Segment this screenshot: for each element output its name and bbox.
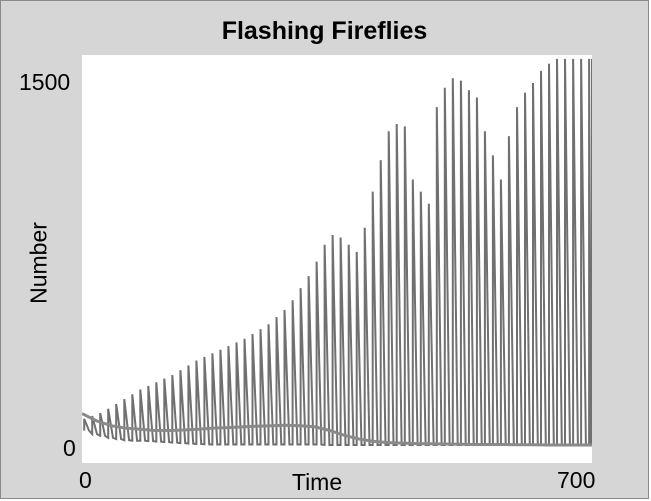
plot-area [82,55,592,463]
y-tick-label-min: 0 [63,435,76,461]
chart-canvas [82,58,592,447]
series-flashing-line [83,58,592,447]
series-lower-line [82,412,592,447]
y-axis-label: Number [25,222,52,304]
x-axis-label: Time [291,469,343,495]
x-tick-label-min: 0 [79,467,92,493]
y-tick-label-max: 1500 [19,69,71,95]
chart-title: Flashing Fireflies [221,17,428,45]
x-tick-label-max: 700 [557,467,596,493]
